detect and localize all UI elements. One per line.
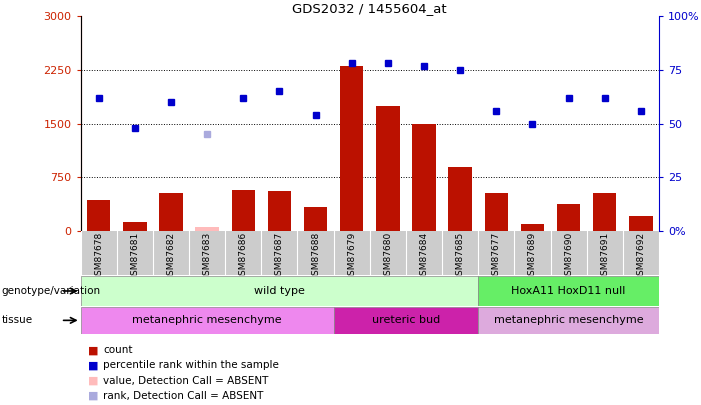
Bar — [123, 222, 147, 231]
Bar — [196, 226, 219, 231]
Text: metanephric mesenchyme: metanephric mesenchyme — [494, 315, 644, 325]
Text: ■: ■ — [88, 391, 98, 401]
Text: count: count — [103, 345, 132, 355]
Text: GSM87689: GSM87689 — [528, 232, 537, 281]
Bar — [557, 205, 580, 231]
Bar — [81, 276, 478, 306]
Text: value, Detection Call = ABSENT: value, Detection Call = ABSENT — [103, 376, 268, 386]
Text: ■: ■ — [88, 345, 98, 355]
Bar — [268, 191, 291, 231]
Bar — [87, 200, 111, 231]
Bar — [484, 193, 508, 231]
Text: GSM87686: GSM87686 — [239, 232, 247, 281]
Text: ■: ■ — [88, 360, 98, 370]
Text: GSM87682: GSM87682 — [166, 232, 175, 281]
Text: GSM87684: GSM87684 — [419, 232, 428, 281]
Bar — [521, 224, 544, 231]
Text: GSM87691: GSM87691 — [600, 232, 609, 281]
Bar — [334, 307, 478, 334]
Text: GSM87683: GSM87683 — [203, 232, 212, 281]
Text: metanephric mesenchyme: metanephric mesenchyme — [132, 315, 282, 325]
Text: HoxA11 HoxD11 null: HoxA11 HoxD11 null — [512, 286, 626, 296]
Bar — [412, 124, 436, 231]
Text: wild type: wild type — [254, 286, 305, 296]
Title: GDS2032 / 1455604_at: GDS2032 / 1455604_at — [292, 2, 447, 15]
Text: GSM87690: GSM87690 — [564, 232, 573, 281]
Text: GSM87681: GSM87681 — [130, 232, 139, 281]
Text: rank, Detection Call = ABSENT: rank, Detection Call = ABSENT — [103, 391, 264, 401]
Text: GSM87692: GSM87692 — [637, 232, 646, 281]
Bar — [478, 307, 659, 334]
Bar — [629, 216, 653, 231]
Text: ureteric bud: ureteric bud — [372, 315, 440, 325]
Text: tissue: tissue — [1, 315, 32, 325]
Bar — [478, 276, 659, 306]
Bar — [593, 193, 616, 231]
Bar — [304, 207, 327, 231]
Text: percentile rank within the sample: percentile rank within the sample — [103, 360, 279, 370]
Bar — [376, 106, 400, 231]
Text: GSM87678: GSM87678 — [94, 232, 103, 281]
Text: ■: ■ — [88, 376, 98, 386]
Text: GSM87685: GSM87685 — [456, 232, 465, 281]
Bar — [340, 66, 363, 231]
Text: GSM87679: GSM87679 — [347, 232, 356, 281]
Text: GSM87687: GSM87687 — [275, 232, 284, 281]
Bar — [449, 167, 472, 231]
Text: genotype/variation: genotype/variation — [1, 286, 100, 296]
Text: GSM87677: GSM87677 — [492, 232, 501, 281]
Text: GSM87688: GSM87688 — [311, 232, 320, 281]
Bar — [81, 307, 334, 334]
Bar — [159, 193, 183, 231]
Bar — [231, 190, 255, 231]
Text: GSM87680: GSM87680 — [383, 232, 393, 281]
